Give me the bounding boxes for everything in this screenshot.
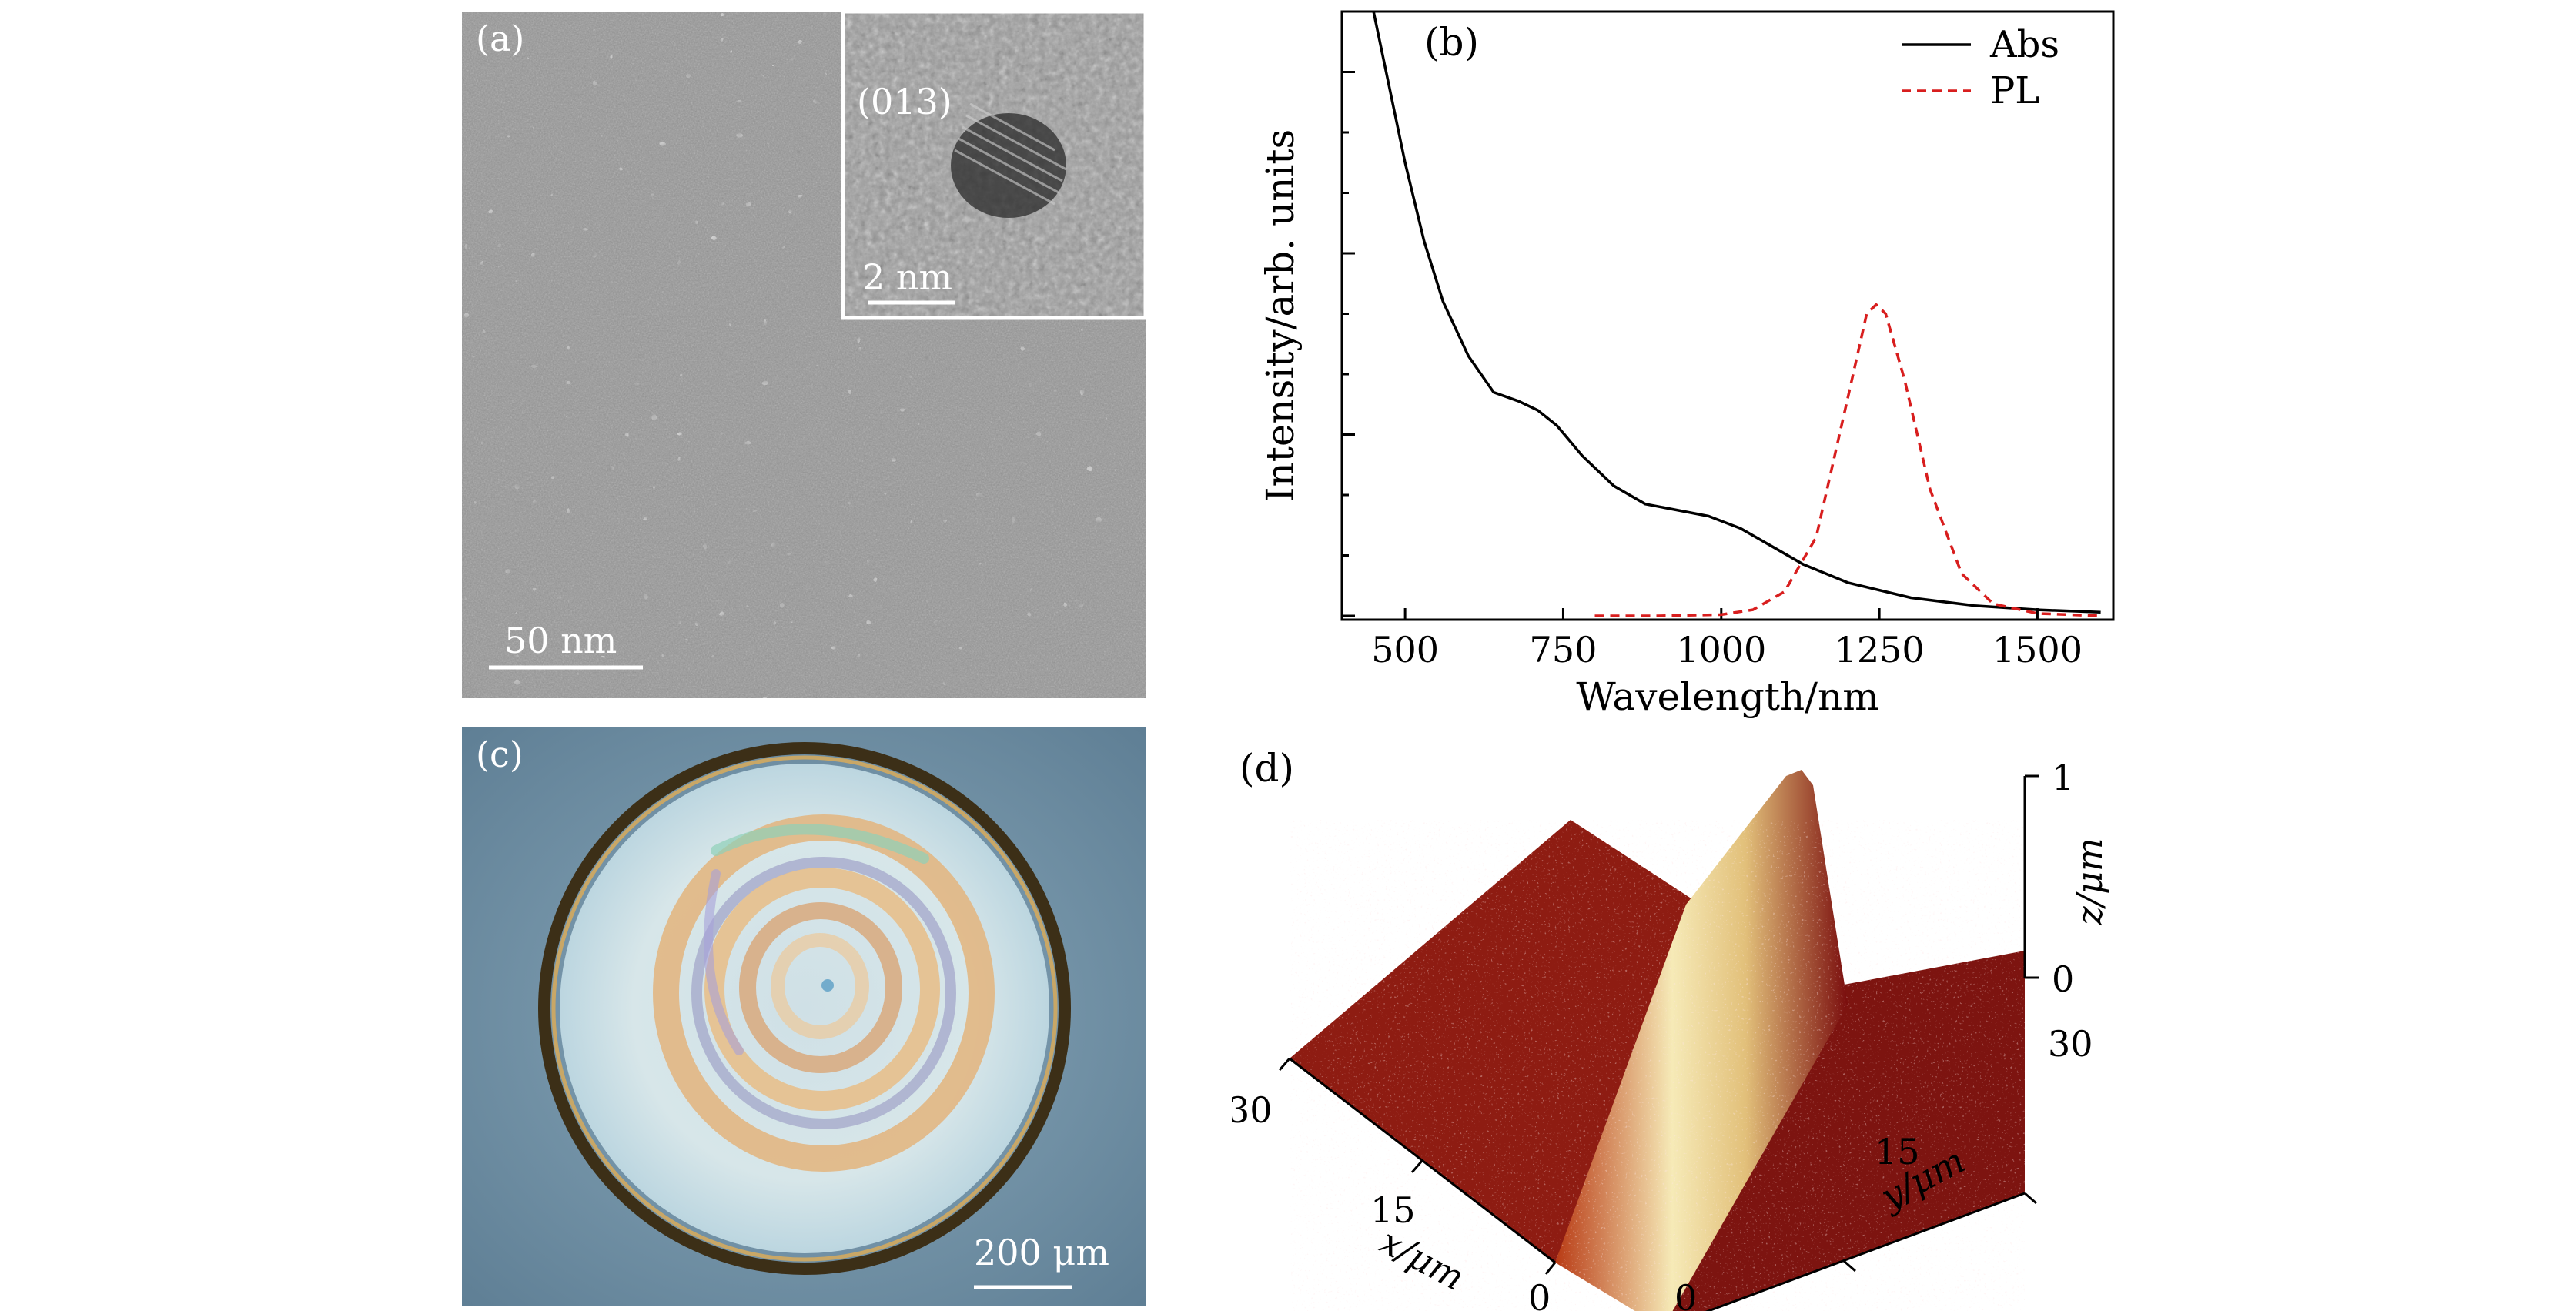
- series-line-abs: [1372, 11, 2101, 614]
- panel-label-d: (d): [1239, 746, 1294, 791]
- spectrum-chart: 500 750 1000 1250 1500 (b) Wavelength/nm Int…: [1258, 10, 2115, 719]
- interference-rings: [653, 814, 995, 1172]
- x-axis-label: Wavelength/nm: [1576, 674, 1878, 719]
- scale-label: 50 nm: [504, 620, 617, 661]
- y-tick-15: 15: [1875, 1131, 1920, 1172]
- y-axis: [1705, 1192, 2037, 1311]
- x-tick-30: 30: [1232, 1089, 1273, 1131]
- x-tick-label: 750: [1530, 629, 1597, 671]
- inset-index-label: (013): [857, 81, 952, 122]
- droplet-rim: [538, 742, 1071, 1275]
- chart-plot-area: 500 750 1000 1250 1500: [1342, 10, 2101, 671]
- x-tick-label: 500: [1371, 629, 1439, 671]
- x-axis: [1278, 1057, 1557, 1275]
- x-tick-0: 0: [1528, 1277, 1551, 1311]
- x-tick-label: 1000: [1676, 629, 1766, 671]
- z-tick-0: 0: [2052, 958, 2074, 1000]
- legend-label-pl: PL: [1990, 69, 2039, 112]
- panel-label-b: (b): [1424, 20, 1479, 65]
- x-tick-15: 15: [1370, 1189, 1416, 1231]
- z-axis-label: z/μm: [2069, 838, 2110, 925]
- series-line-pl: [1594, 303, 2101, 617]
- optical-image: [462, 727, 1146, 1306]
- z-tick-1: 1: [2052, 757, 2074, 798]
- y-tick-0: 0: [1674, 1277, 1697, 1311]
- legend: Abs PL: [1902, 23, 2059, 112]
- x-tick-label: 1500: [1992, 629, 2083, 671]
- scale-label: 200 μm: [974, 1232, 1109, 1273]
- x-tick-label: 1250: [1835, 629, 1925, 671]
- lattice-fringes: [954, 102, 1067, 206]
- legend-label-abs: Abs: [1989, 23, 2059, 66]
- tem-image-panel: (a) (013) 2 nm 50 nm: [462, 12, 1146, 698]
- panel-label-a: (a): [476, 18, 525, 59]
- panel-label-c: (c): [476, 734, 524, 775]
- inset-scale-label: 2 nm: [862, 256, 953, 298]
- hrtem-inset: [841, 12, 1146, 320]
- optical-image-panel: (c) 200 μm: [462, 727, 1146, 1306]
- afm-surface-plot: (d) 1 0 z/μm 30 15 x/μm 0 0 15 30 y/μm: [1232, 746, 2110, 1311]
- plot-frame: [1340, 10, 2115, 621]
- y-tick-30: 30: [2048, 1023, 2093, 1065]
- tem-image: [462, 12, 1146, 698]
- x-axis-label: x/μm: [1373, 1220, 1471, 1299]
- y-axis-label: Intensity/arb. units: [1258, 129, 1303, 502]
- z-axis: [2023, 774, 2039, 979]
